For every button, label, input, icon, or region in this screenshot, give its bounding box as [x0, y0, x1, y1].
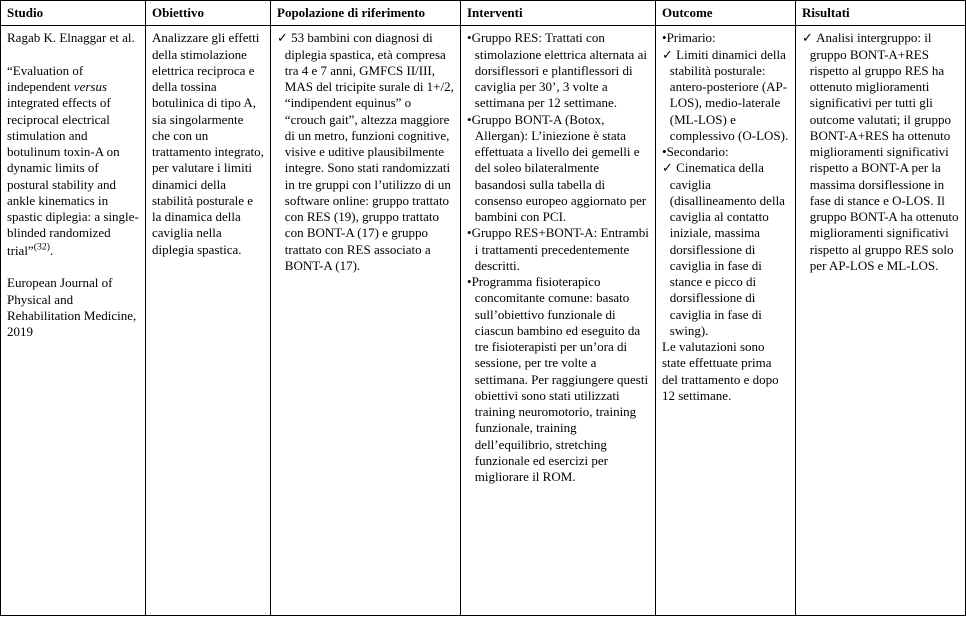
- col-header-interventi: Interventi: [461, 1, 656, 26]
- outcome-secondary-label: Secondario:: [662, 144, 789, 160]
- outcome-primary-label: Primario:: [662, 30, 789, 46]
- outcome-timing: Le valutazioni sono state effettuate pri…: [662, 339, 789, 404]
- cell-obiettivo: Analizzare gli effetti della stimolazion…: [146, 26, 271, 616]
- intervention-item: Gruppo BONT-A (Botox, Allergan): L’iniez…: [467, 112, 649, 226]
- study-title-dot: .: [50, 243, 53, 258]
- col-header-popolazione: Popolazione di riferimento: [271, 1, 461, 26]
- col-header-outcome: Outcome: [656, 1, 796, 26]
- col-header-obiettivo: Obiettivo: [146, 1, 271, 26]
- intervention-item: Gruppo RES: Trattati con stimolazione el…: [467, 30, 649, 111]
- cell-studio: Ragab K. Elnaggar et al. “Evaluation of …: [1, 26, 146, 616]
- intervention-item: Programma fisioterapico concomitante com…: [467, 274, 649, 485]
- col-header-risultati: Risultati: [796, 1, 966, 26]
- table-header-row: Studio Obiettivo Popolazione di riferime…: [1, 1, 966, 26]
- study-title-italic: versus: [74, 79, 107, 94]
- col-header-studio: Studio: [1, 1, 146, 26]
- study-citation: (32): [34, 242, 50, 253]
- results-item: Analisi intergruppo: il gruppo BONT-A+RE…: [802, 30, 959, 274]
- cell-popolazione: 53 bambini con diagnosi di diplegia spas…: [271, 26, 461, 616]
- table-row: Ragab K. Elnaggar et al. “Evaluation of …: [1, 26, 966, 616]
- cell-risultati: Analisi intergruppo: il gruppo BONT-A+RE…: [796, 26, 966, 616]
- study-author: Ragab K. Elnaggar et al.: [7, 30, 135, 45]
- evidence-table: Studio Obiettivo Popolazione di riferime…: [0, 0, 966, 616]
- cell-outcome: Primario: Limiti dinamici della stabilit…: [656, 26, 796, 616]
- outcome-primary-text: Limiti dinamici della stabilità postural…: [662, 47, 789, 145]
- study-title-post: integrated effects of reciprocal electri…: [7, 95, 139, 258]
- intervention-item: Gruppo RES+BONT-A: Entrambi i trattament…: [467, 225, 649, 274]
- population-item: 53 bambini con diagnosi di diplegia spas…: [277, 30, 454, 274]
- study-title: “Evaluation of independent versus integr…: [7, 63, 139, 258]
- study-journal: European Journal of Physical and Rehabil…: [7, 275, 136, 339]
- cell-interventi: Gruppo RES: Trattati con stimolazione el…: [461, 26, 656, 616]
- study-title-pre: “Evaluation of independent: [7, 63, 83, 94]
- outcome-secondary-text: Cinematica della caviglia (disallineamen…: [662, 160, 789, 339]
